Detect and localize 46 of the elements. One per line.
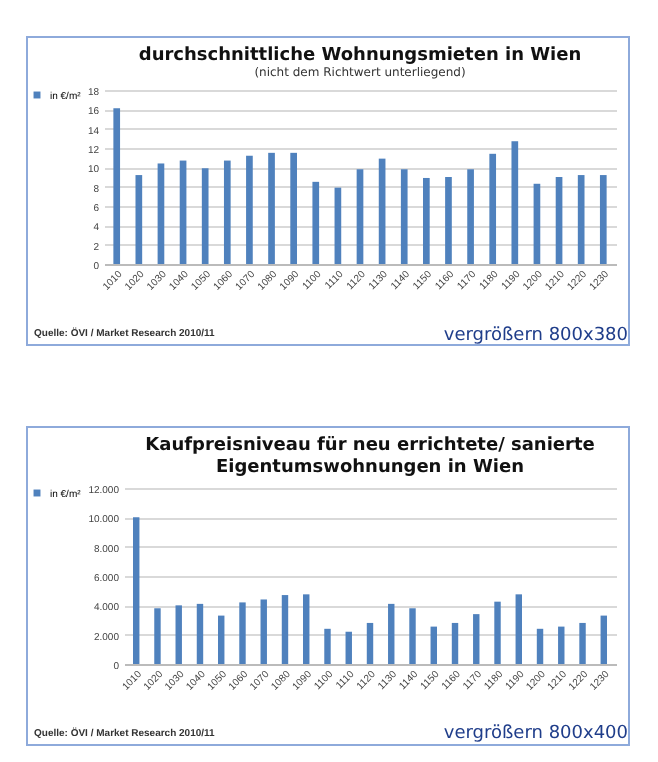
bar bbox=[445, 177, 452, 264]
bar bbox=[467, 169, 474, 264]
bar bbox=[260, 599, 267, 664]
bar bbox=[196, 603, 204, 664]
bar bbox=[239, 602, 246, 664]
bar bbox=[579, 622, 586, 664]
bar bbox=[511, 141, 519, 264]
bar bbox=[281, 595, 289, 664]
text: vergrößern 800x380 bbox=[443, 326, 628, 346]
chart-title: Kaufpreisniveau für neu errichtete/ sanierte Eigentumswohnungen in Wien bbox=[145, 436, 595, 478]
bar bbox=[135, 175, 143, 264]
bar bbox=[423, 177, 430, 264]
bar bbox=[268, 152, 275, 264]
bar bbox=[157, 163, 165, 264]
bar bbox=[201, 168, 209, 264]
bar bbox=[356, 169, 364, 264]
bar bbox=[303, 594, 310, 664]
bar bbox=[536, 628, 544, 664]
bar bbox=[175, 605, 182, 664]
bar bbox=[246, 155, 253, 264]
chart-title: durchschnittliche Wohnungsmieten in Wien bbox=[138, 46, 582, 66]
bar bbox=[133, 517, 140, 664]
bar bbox=[388, 603, 395, 664]
bar bbox=[113, 108, 121, 264]
bar bbox=[345, 631, 352, 664]
bar bbox=[515, 594, 522, 664]
bar bbox=[577, 175, 585, 264]
bar bbox=[154, 608, 161, 664]
bar bbox=[400, 169, 408, 264]
bar bbox=[324, 628, 331, 664]
bar bbox=[451, 622, 459, 664]
bar bbox=[223, 160, 231, 264]
bar bbox=[489, 153, 497, 264]
bar bbox=[473, 614, 480, 664]
text: vergrößern 800x400 bbox=[443, 724, 628, 744]
bar bbox=[430, 626, 437, 664]
bar bbox=[312, 181, 320, 264]
bar bbox=[409, 608, 416, 664]
bar bbox=[218, 615, 225, 664]
bar bbox=[290, 152, 297, 264]
bar bbox=[366, 622, 374, 664]
bar bbox=[558, 626, 565, 664]
bar bbox=[600, 615, 607, 664]
bar bbox=[494, 601, 501, 664]
bar bbox=[555, 177, 563, 264]
bar bbox=[599, 175, 607, 264]
